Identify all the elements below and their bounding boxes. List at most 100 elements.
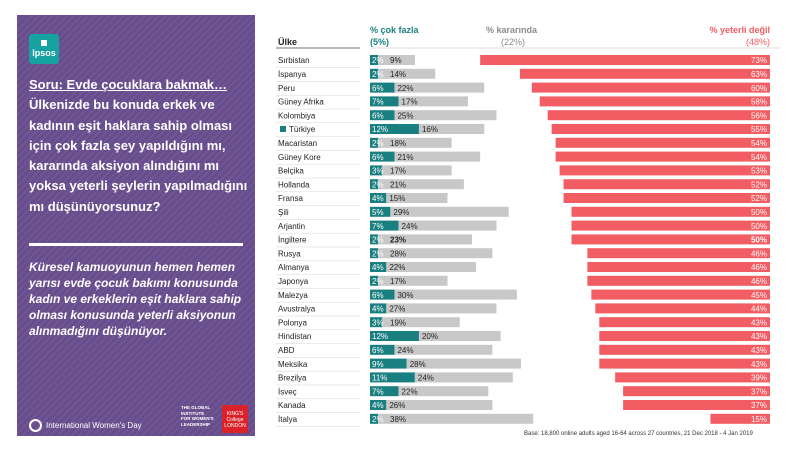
global-institute-logo: THE GLOBAL INSTITUTE FOR WOMEN'S LEADERSHIP bbox=[181, 405, 214, 427]
label-not-enough: 73% bbox=[751, 56, 767, 65]
label-balanced: 17% bbox=[390, 167, 406, 176]
bar-balanced bbox=[394, 82, 485, 93]
bar-not-enough bbox=[599, 344, 770, 355]
header-balanced-avg: (22%) bbox=[501, 37, 525, 47]
country-label: Türkiye bbox=[289, 125, 316, 134]
label-not-enough: 56% bbox=[751, 111, 767, 120]
bar-too-much bbox=[370, 110, 395, 121]
label-not-enough: 50% bbox=[751, 236, 767, 245]
label-too-much: 4% bbox=[372, 401, 384, 410]
country-label: Brezilya bbox=[278, 374, 307, 383]
bar-balanced bbox=[382, 317, 460, 328]
iwd-logo: International Women's Day bbox=[29, 419, 142, 432]
label-not-enough: 50% bbox=[751, 222, 767, 231]
label-not-enough: 50% bbox=[751, 208, 767, 217]
label-not-enough: 15% bbox=[751, 415, 767, 424]
bar-balanced bbox=[386, 262, 477, 272]
label-balanced: 17% bbox=[402, 98, 418, 107]
bar-too-much bbox=[370, 165, 383, 176]
bar-too-much bbox=[370, 372, 415, 383]
bar-too-much bbox=[370, 400, 387, 410]
bar-too-much bbox=[370, 303, 387, 314]
bar-not-enough bbox=[591, 289, 770, 300]
label-too-much: 6% bbox=[372, 153, 384, 162]
label-not-enough: 54% bbox=[751, 153, 767, 162]
label-not-enough: 37% bbox=[751, 387, 767, 396]
country-label: Rusya bbox=[278, 249, 301, 258]
country-label: Fransa bbox=[278, 194, 303, 203]
bar-not-enough bbox=[563, 179, 770, 190]
bar-not-enough bbox=[559, 165, 770, 176]
bar-too-much bbox=[370, 193, 387, 203]
bar-not-enough bbox=[571, 220, 770, 231]
country-label: Avustralya bbox=[278, 305, 316, 314]
bar-balanced bbox=[394, 110, 497, 121]
label-too-much: 6% bbox=[372, 111, 384, 120]
bar-too-much bbox=[370, 234, 379, 245]
label-too-much: 2% bbox=[372, 277, 384, 286]
highlight-marker bbox=[280, 126, 286, 132]
header-not-enough-avg: (48%) bbox=[746, 37, 770, 47]
bar-balanced bbox=[378, 413, 534, 424]
label-balanced: 23% bbox=[390, 236, 406, 245]
bar-not-enough bbox=[519, 68, 770, 79]
label-balanced: 21% bbox=[397, 153, 413, 162]
country-label: İtalya bbox=[278, 415, 298, 424]
label-too-much: 4% bbox=[372, 194, 384, 203]
label-balanced: 24% bbox=[397, 346, 413, 355]
bar-too-much bbox=[370, 55, 379, 65]
bar-not-enough bbox=[571, 234, 770, 245]
label-too-much: 6% bbox=[372, 346, 384, 355]
label-too-much: 7% bbox=[372, 98, 384, 107]
bar-too-much bbox=[370, 344, 395, 355]
bar-not-enough bbox=[599, 358, 770, 369]
label-too-much: 6% bbox=[372, 84, 384, 93]
bar-balanced bbox=[386, 400, 493, 410]
label-balanced: 22% bbox=[389, 263, 405, 272]
label-too-much: 7% bbox=[372, 222, 384, 231]
bar-balanced bbox=[398, 386, 489, 397]
country-label: Japonya bbox=[278, 277, 309, 286]
bar-not-enough bbox=[480, 55, 770, 65]
label-too-much: 2% bbox=[372, 249, 384, 258]
bar-balanced bbox=[378, 248, 493, 259]
bar-too-much bbox=[370, 124, 419, 134]
header-balanced: % kararında bbox=[486, 25, 538, 35]
label-balanced: 24% bbox=[402, 222, 418, 231]
country-header: Ülke bbox=[278, 37, 297, 47]
bar-not-enough bbox=[555, 151, 770, 162]
label-balanced: 30% bbox=[397, 291, 413, 300]
label-balanced: 18% bbox=[390, 139, 406, 148]
question-lead: Soru: Evde çocuklara bakmak… bbox=[29, 77, 227, 92]
label-too-much: 4% bbox=[372, 305, 384, 314]
country-label: Kolombiya bbox=[278, 111, 316, 120]
label-balanced: 26% bbox=[389, 401, 405, 410]
label-balanced: 24% bbox=[418, 374, 434, 383]
bar-not-enough bbox=[539, 96, 770, 107]
bar-not-enough bbox=[571, 206, 770, 217]
label-not-enough: 43% bbox=[751, 360, 767, 369]
bar-too-much bbox=[370, 82, 395, 93]
bar-balanced bbox=[378, 68, 436, 79]
country-label: Belçika bbox=[278, 167, 304, 176]
bar-balanced bbox=[414, 372, 513, 383]
bar-balanced bbox=[378, 275, 448, 286]
label-balanced: 29% bbox=[393, 208, 409, 217]
label-not-enough: 45% bbox=[751, 291, 767, 300]
label-balanced: 21% bbox=[390, 180, 406, 189]
country-label: Sırbistan bbox=[278, 56, 310, 65]
kings-college-logo: KING'S College LONDON bbox=[222, 405, 248, 433]
bar-not-enough bbox=[595, 303, 770, 314]
bar-not-enough bbox=[587, 262, 770, 272]
bar-balanced bbox=[418, 331, 501, 341]
bar-too-much bbox=[370, 206, 391, 217]
label-balanced: 14% bbox=[390, 70, 406, 79]
country-label: Macaristan bbox=[278, 139, 317, 148]
country-label: Hollanda bbox=[278, 180, 310, 189]
bar-too-much bbox=[370, 96, 399, 107]
label-not-enough: 52% bbox=[751, 180, 767, 189]
label-not-enough: 55% bbox=[751, 125, 767, 134]
label-balanced: 20% bbox=[422, 332, 438, 341]
label-not-enough: 46% bbox=[751, 249, 767, 258]
